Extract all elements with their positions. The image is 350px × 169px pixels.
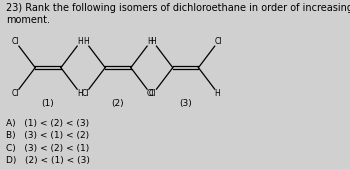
Text: H: H bbox=[151, 37, 156, 46]
Text: D)   (2) < (1) < (3): D) (2) < (1) < (3) bbox=[6, 156, 90, 165]
Text: H: H bbox=[77, 37, 83, 46]
Text: Cl: Cl bbox=[149, 89, 156, 98]
Text: (2): (2) bbox=[112, 99, 124, 108]
Text: B)   (3) < (1) < (2): B) (3) < (1) < (2) bbox=[6, 131, 89, 140]
Text: (1): (1) bbox=[42, 99, 54, 108]
Text: Cl: Cl bbox=[12, 37, 19, 46]
Text: Cl: Cl bbox=[147, 89, 155, 98]
Text: A)   (1) < (2) < (3): A) (1) < (2) < (3) bbox=[6, 119, 89, 128]
Text: (3): (3) bbox=[179, 99, 192, 108]
Text: Cl: Cl bbox=[215, 37, 222, 46]
Text: H: H bbox=[83, 37, 89, 46]
Text: 23) Rank the following isomers of dichloroethane in order of increasing dipole
m: 23) Rank the following isomers of dichlo… bbox=[6, 3, 350, 26]
Text: H: H bbox=[147, 37, 153, 46]
Text: H: H bbox=[215, 89, 220, 98]
Text: C)   (3) < (2) < (1): C) (3) < (2) < (1) bbox=[6, 144, 89, 153]
Text: Cl: Cl bbox=[81, 89, 89, 98]
Text: Cl: Cl bbox=[12, 89, 19, 98]
Text: H: H bbox=[77, 89, 83, 98]
